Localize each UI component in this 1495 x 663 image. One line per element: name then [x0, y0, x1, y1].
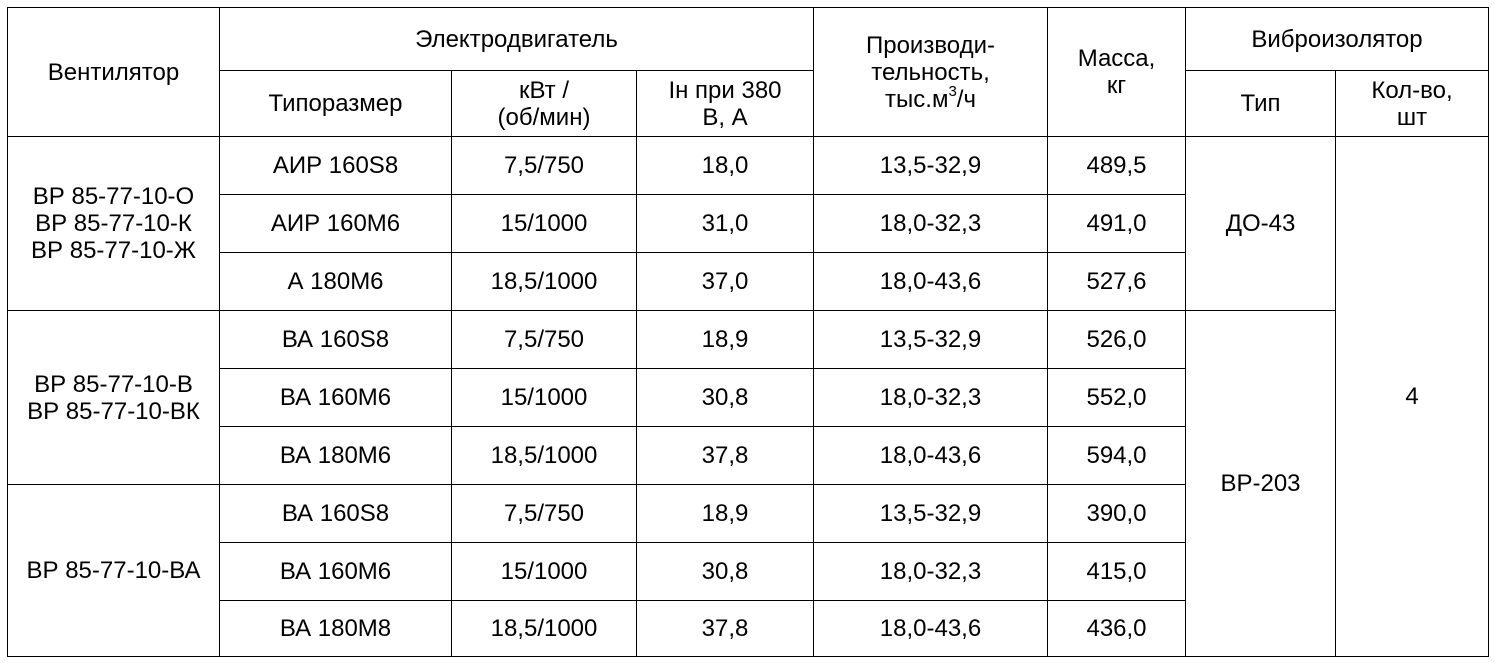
power-cell: 18,5/1000	[451, 600, 637, 657]
power-cell: 15/1000	[451, 542, 637, 601]
capacity-cell: 18,0-43,6	[813, 426, 1048, 485]
power-cell: 7,5/750	[451, 136, 637, 195]
header-capacity-line3: тыс.м3/ч	[818, 82, 1043, 113]
motor-type-cell: ВА 160М6	[219, 542, 452, 601]
capacity-cell: 13,5-32,9	[813, 310, 1048, 369]
fan-spec-table: Вентилятор Электродвигатель Производи- т…	[7, 7, 1490, 657]
current-cell: 37,0	[636, 252, 814, 311]
power-cell: 7,5/750	[451, 310, 637, 369]
fan-model: ВР 85-77-10-ВА	[26, 557, 201, 584]
motor-type-cell: АИР 160S8	[219, 136, 452, 195]
motor-type-cell: ВА 180М8	[219, 600, 452, 657]
current-cell: 30,8	[636, 368, 814, 427]
header-mass-line1: Масса,	[1077, 45, 1156, 72]
mass-cell: 436,0	[1047, 600, 1186, 657]
power-cell: 18,5/1000	[451, 426, 637, 485]
motor-type-cell: ВА 160М6	[219, 368, 452, 427]
table-row: ВА 180М6 18,5/1000 37,8 18,0-43,6 594,0	[8, 426, 1489, 485]
table-row: ВР 85-77-10-В ВР 85-77-10-ВК ВА 160S8 7,…	[7, 310, 1489, 657]
header-capacity: Производи- тельность, тыс.м3/ч	[813, 7, 1048, 137]
header-count-line1: Кол-во,	[1371, 76, 1453, 104]
fan-model: ВР 85-77-10-К	[35, 210, 192, 237]
fan-model: ВР 85-77-10-О	[32, 183, 195, 210]
mass-cell: 415,0	[1047, 542, 1186, 601]
header-count-line2: шт	[1396, 103, 1428, 131]
capacity-cell: 13,5-32,9	[813, 484, 1048, 543]
header-capacity-line2: тельность,	[871, 58, 990, 86]
fan-model: ВР 85-77-10-ВК	[27, 397, 200, 425]
capacity-cell: 18,0-32,3	[813, 542, 1048, 601]
mass-cell: 594,0	[1047, 426, 1186, 485]
fan-models-group-1: ВР 85-77-10-О ВР 85-77-10-К ВР 85-77-10-…	[7, 136, 220, 311]
capacity-cell: 18,0-32,3	[813, 194, 1048, 253]
header-isolator-type: Тип	[1185, 70, 1336, 137]
current-cell: 18,9	[636, 310, 814, 369]
motor-type-cell: ВА 160S8	[219, 310, 452, 369]
fan-model: ВР 85-77-10-В	[34, 370, 193, 398]
power-cell: 15/1000	[451, 368, 637, 427]
table-row: ВР 85-77-10-О ВР 85-77-10-К ВР 85-77-10-…	[7, 136, 1490, 657]
current-cell: 31,0	[636, 194, 814, 253]
header-row-2: Типоразмер кВт / (об/мин) Iн при 380 В, …	[8, 70, 1490, 137]
table-row: ВА 180М8 18,5/1000 37,8 18,0-43,6 436,0	[8, 600, 1489, 657]
mass-cell: 527,6	[1047, 252, 1186, 311]
mass-cell: 489,5	[1047, 136, 1186, 195]
header-current-line2: В, А	[702, 103, 748, 131]
header-current: Iн при 380 В, А	[636, 70, 814, 137]
capacity-cell: 18,0-43,6	[813, 252, 1048, 311]
power-cell: 18,5/1000	[451, 252, 637, 311]
motor-type-cell: А 180М6	[219, 252, 452, 311]
header-fan: Вентилятор	[7, 7, 220, 137]
header-isolator: Виброизолятор	[1184, 7, 1490, 71]
motor-type-cell: ВА 180М6	[219, 426, 452, 485]
power-cell: 15/1000	[451, 194, 637, 253]
header-capacity-line1: Производи-	[865, 31, 996, 59]
isolator-type-cell-2: ВР-203	[1185, 310, 1336, 657]
motor-type-cell: АИР 160М6	[219, 194, 452, 253]
header-motor: Электродвигатель	[219, 7, 814, 71]
mass-cell: 491,0	[1047, 194, 1186, 253]
fan-models-group-2: ВР 85-77-10-В ВР 85-77-10-ВК	[7, 310, 220, 485]
fan-model: ВР 85-77-10-Ж	[31, 237, 196, 264]
isolator-count-cell: 4	[1334, 136, 1490, 657]
header-mass: Масса, кг	[1047, 7, 1186, 137]
mass-cell: 526,0	[1047, 310, 1186, 369]
capacity-cell: 18,0-32,3	[813, 368, 1048, 427]
header-motor-type: Типоразмер	[219, 70, 452, 137]
header-mass-line2: кг	[1106, 72, 1127, 99]
current-cell: 18,0	[636, 136, 814, 195]
header-capacity-unit: тыс.м	[885, 85, 949, 113]
table-row: ВР 85-77-10-ВА ВА 160S8 7,5/750 18,9 13,…	[7, 484, 1489, 657]
header-count: Кол-во, шт	[1334, 70, 1490, 137]
isolator-type-cell-1: ДО-43	[1185, 136, 1336, 311]
header-capacity-per-hour: /ч	[956, 85, 976, 113]
header-power-line2: (об/мин)	[497, 103, 591, 131]
fan-models-group-3: ВР 85-77-10-ВА	[7, 484, 220, 657]
table-row: А 180М6 18,5/1000 37,0 18,0-43,6 527,6	[8, 252, 1489, 311]
table-row: ВА 160М6 15/1000 30,8 18,0-32,3 552,0	[8, 368, 1489, 427]
current-cell: 18,9	[636, 484, 814, 543]
header-capacity-superscript: 3	[948, 82, 957, 100]
capacity-cell: 18,0-43,6	[813, 600, 1048, 657]
header-row-1: Вентилятор Электродвигатель Производи- т…	[7, 7, 1490, 137]
header-power-line1: кВт /	[518, 76, 570, 104]
header-current-line1: Iн при 380	[668, 76, 782, 104]
mass-cell: 552,0	[1047, 368, 1186, 427]
header-power: кВт / (об/мин)	[451, 70, 637, 137]
capacity-cell: 13,5-32,9	[813, 136, 1048, 195]
current-cell: 30,8	[636, 542, 814, 601]
mass-cell: 390,0	[1047, 484, 1186, 543]
current-cell: 37,8	[636, 426, 814, 485]
current-cell: 37,8	[636, 600, 814, 657]
power-cell: 7,5/750	[451, 484, 637, 543]
motor-type-cell: ВА 160S8	[219, 484, 452, 543]
